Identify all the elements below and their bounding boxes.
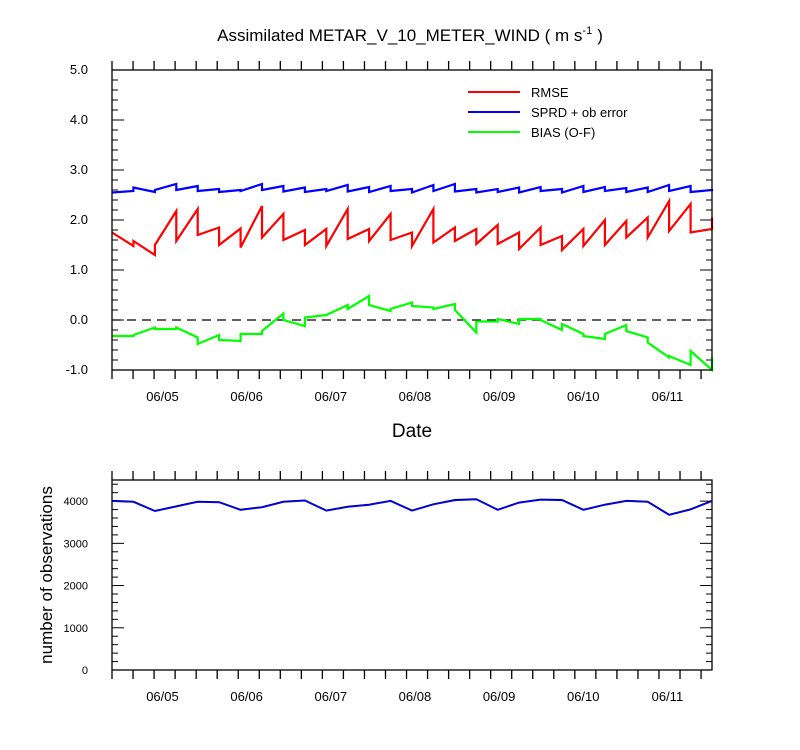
top-x-tick-label: 06/05 [146, 389, 179, 404]
top-grid-layer: 06/05 06/06 06/07 06/08 06/09 06/10 06/11 -1.0 0… [66, 61, 714, 404]
top-plot-frame [111, 69, 713, 371]
bottom-y-tick-label: 2000 [64, 581, 88, 593]
top-x-tick-label: 06/09 [483, 389, 516, 404]
bottom-x-tick-label: 06/08 [399, 689, 432, 704]
series-line-sprd-ob-error [111, 182, 714, 195]
y-axis-title-bottom: number of observations [37, 486, 56, 664]
series-line-rmse [111, 196, 714, 258]
top-y-tick-label: 1.0 [70, 262, 88, 277]
top-y-tick-label: 2.0 [70, 212, 88, 227]
bottom-y-tick-label: 3000 [64, 538, 88, 550]
legend-label: RMSE [531, 85, 569, 100]
top-y-tick-label: 4.0 [70, 112, 88, 127]
bottom-x-tick-label: 06/09 [483, 689, 516, 704]
bottom-y-tick-label: 4000 [64, 496, 88, 508]
top-y-tick-label: 5.0 [70, 62, 88, 77]
legend-label: SPRD + ob error [531, 105, 628, 120]
top-x-tick-label: 06/08 [399, 389, 432, 404]
chart-title: Assimilated METAR_V_10_METER_WIND ( m s-… [217, 25, 603, 45]
legend-label: BIAS (O-F) [531, 125, 595, 140]
chart-title-exponent: -1 [582, 25, 592, 37]
top-x-tick-label: 06/11 [652, 389, 684, 404]
bottom-y-tick-label: 1000 [64, 623, 88, 635]
bottom-x-tick-label: 06/05 [146, 689, 179, 704]
bottom-x-tick-label: 06/06 [230, 689, 263, 704]
bottom-y-tick-label: 0 [82, 665, 88, 677]
top-x-tick-label: 06/06 [230, 389, 263, 404]
top-x-tick-label: 06/10 [567, 389, 600, 404]
bottom-chart: 06/05 06/06 06/07 06/08 06/09 06/10 06/11 0 1000… [37, 471, 713, 704]
bottom-grid-layer: 06/05 06/06 06/07 06/08 06/09 06/10 06/11 0 1000… [64, 471, 713, 704]
top-x-tick-label: 06/07 [315, 389, 348, 404]
chart-title-close: ) [597, 26, 603, 45]
top-y-tick-label: -1.0 [66, 362, 88, 377]
chart-title-main: Assimilated METAR_V_10_METER_WIND ( m s [217, 26, 582, 45]
bottom-x-tick-label: 06/10 [567, 689, 600, 704]
bottom-x-tick-label: 06/11 [652, 689, 684, 704]
series-line-bias-o-f [112, 294, 714, 373]
top-y-tick-label: 3.0 [70, 162, 88, 177]
obs-count-line-assimilated [111, 498, 713, 516]
bottom-plot-frame [111, 479, 713, 671]
top-y-tick-label: 0.0 [70, 312, 88, 327]
legend: RMSE SPRD + ob error BIAS (O-F) [468, 85, 628, 140]
x-axis-title: Date [392, 421, 432, 442]
top-chart: Assimilated METAR_V_10_METER_WIND ( m s-… [66, 25, 714, 442]
bottom-x-tick-label: 06/07 [315, 689, 348, 704]
